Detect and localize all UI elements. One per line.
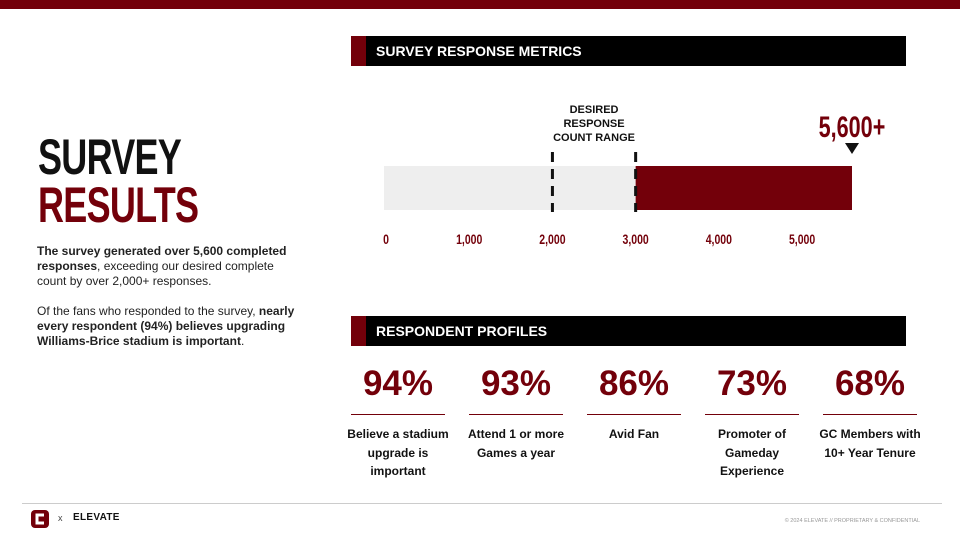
- profile-label: Avid Fan: [608, 427, 660, 441]
- bold-text: The survey generated over 5,600 complete…: [37, 244, 287, 273]
- section-header: RESPONDENT PROFILES: [351, 316, 906, 346]
- x-tick-label: 0: [383, 232, 389, 248]
- value-pointer: [845, 143, 859, 154]
- x-tick-label: 5,000: [789, 232, 815, 248]
- profile-rule: [469, 414, 563, 415]
- profile: 68% GC Members with 10+ Year Tenure: [811, 364, 929, 462]
- profile-label: Promoter of Gameday Experience: [717, 427, 786, 478]
- profile-percent: 68%: [834, 364, 906, 403]
- copyright: © 2024 ELEVATE // PROPRIETARY & CONFIDEN…: [784, 518, 920, 524]
- paragraph: The survey generated over 5,600 complete…: [37, 244, 305, 289]
- x-tick-label: 3,000: [623, 232, 649, 248]
- brand: ELEVATE: [73, 512, 120, 523]
- x-tick-label: 1,000: [456, 232, 482, 248]
- profile-rule: [705, 414, 799, 415]
- paragraph: Of the fans who responded to the survey,…: [37, 304, 305, 349]
- bold-text: nearly every respondent (94%) believes u…: [37, 304, 295, 348]
- text: .: [240, 334, 245, 348]
- range-track: [384, 166, 636, 210]
- profile-rule: [587, 414, 681, 415]
- profile-percent: 86%: [598, 364, 670, 403]
- profile: 86% Avid Fan: [575, 364, 693, 444]
- text: , exceeding our desired complete count b…: [37, 259, 274, 288]
- section-title: SURVEY RESPONSE METRICS: [376, 43, 582, 59]
- profile-rule: [823, 414, 917, 415]
- profile: 93% Attend 1 or more Games a year: [457, 364, 575, 462]
- footer-rule: [22, 503, 942, 504]
- title-line: SURVEY: [38, 129, 182, 185]
- profile-label: Attend 1 or more Games a year: [467, 427, 564, 460]
- section-header: SURVEY RESPONSE METRICS: [351, 36, 906, 66]
- top-bar: [0, 0, 960, 9]
- x-tick-label: 4,000: [706, 232, 732, 248]
- profile-percent: 73%: [716, 364, 788, 403]
- profile-percent: 94%: [362, 364, 434, 403]
- range-label: DESIRED RESPONSE COUNT RANGE: [553, 104, 635, 144]
- x-tick-label: 2,000: [539, 232, 565, 248]
- profile: 73% Promoter of Gameday Experience: [693, 364, 811, 481]
- section-title: RESPONDENT PROFILES: [376, 323, 548, 339]
- profile-label: Believe a stadium upgrade is important: [347, 427, 449, 478]
- text: Of the fans who responded to the survey,: [37, 304, 259, 318]
- footer-separator: x: [58, 513, 63, 523]
- profile-label: GC Members with 10+ Year Tenure: [819, 427, 921, 460]
- intro: The survey generated over 5,600 complete…: [37, 244, 305, 364]
- value-label: 5,600+: [819, 109, 886, 143]
- title-line: RESULTS: [38, 177, 199, 233]
- value-bar: [635, 166, 852, 210]
- logo: [31, 510, 49, 528]
- profile-percent: 93%: [480, 364, 552, 403]
- profile: 94% Believe a stadium upgrade is importan…: [339, 364, 457, 481]
- profile-rule: [351, 414, 445, 415]
